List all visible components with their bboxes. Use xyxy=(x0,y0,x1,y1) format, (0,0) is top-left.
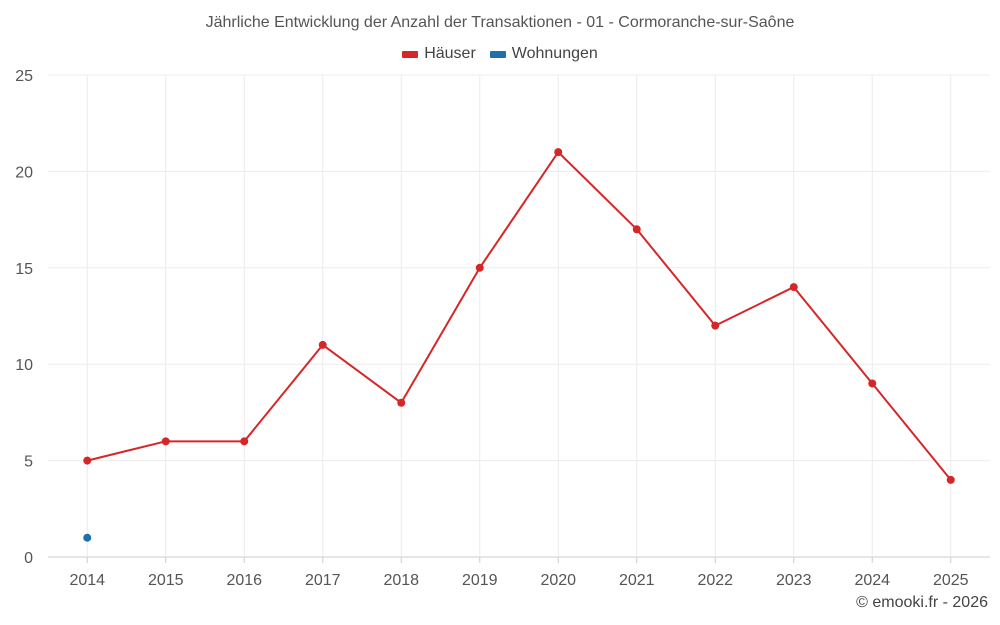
x-tick-label: 2023 xyxy=(776,572,812,589)
series-line-häuser xyxy=(87,151,952,481)
data-point-häuser-2015 xyxy=(161,437,170,446)
data-point-häuser-2025 xyxy=(946,475,955,484)
y-axis: 0 5 10 15 20 25 xyxy=(15,68,33,567)
x-tick-label: 2017 xyxy=(305,572,341,589)
x-tick-label: 2016 xyxy=(226,572,262,589)
data-point-häuser-2024 xyxy=(868,379,877,388)
data-point-häuser-2016 xyxy=(240,437,249,446)
y-tick-label: 10 xyxy=(15,357,33,374)
y-tick-label: 25 xyxy=(15,68,33,85)
x-tick-label: 2019 xyxy=(462,572,498,589)
chart-title: Jährliche Entwicklung der Anzahl der Tra… xyxy=(205,14,795,31)
x-axis: 2014 2015 2016 2017 2018 2019 2020 2021 2022 2023… xyxy=(69,557,969,589)
legend-label-wohnungen: Wohnungen xyxy=(511,45,598,62)
x-tick-label: 2018 xyxy=(383,572,419,589)
data-point-wohnungen-2014 xyxy=(83,533,92,542)
data-point-häuser-2022 xyxy=(711,321,720,330)
legend: Häuser Wohnungen xyxy=(0,45,1000,63)
y-tick-label: 20 xyxy=(15,164,33,181)
legend-swatch-wohnungen xyxy=(489,50,506,58)
data-point-häuser-2020 xyxy=(554,148,563,157)
series-group xyxy=(83,148,955,542)
y-tick-label: 0 xyxy=(24,550,33,567)
y-tick-label: 15 xyxy=(15,261,33,278)
grid-lines xyxy=(48,74,990,558)
x-tick-label: 2015 xyxy=(148,572,184,589)
x-tick-label: 2022 xyxy=(697,572,733,589)
x-tick-label: 2024 xyxy=(854,572,890,589)
data-point-häuser-2021 xyxy=(632,225,641,234)
data-point-häuser-2019 xyxy=(475,263,484,272)
x-tick-label: 2014 xyxy=(69,572,105,589)
y-tick-label: 5 xyxy=(24,454,33,471)
data-point-häuser-2017 xyxy=(318,340,327,349)
x-tick-label: 2021 xyxy=(619,572,655,589)
legend-item-wohnungen[interactable]: Wohnungen xyxy=(489,45,598,63)
x-tick-label: 2025 xyxy=(933,572,969,589)
data-point-häuser-2018 xyxy=(397,398,406,407)
data-point-häuser-2014 xyxy=(83,456,92,465)
legend-item-haeuser[interactable]: Häuser xyxy=(402,45,476,63)
x-tick-label: 2020 xyxy=(540,572,576,589)
legend-label-haeuser: Häuser xyxy=(424,45,476,62)
legend-swatch-haeuser xyxy=(402,50,419,58)
credit-text: © emooki.fr - 2026 xyxy=(856,594,988,611)
data-point-häuser-2023 xyxy=(789,283,798,292)
